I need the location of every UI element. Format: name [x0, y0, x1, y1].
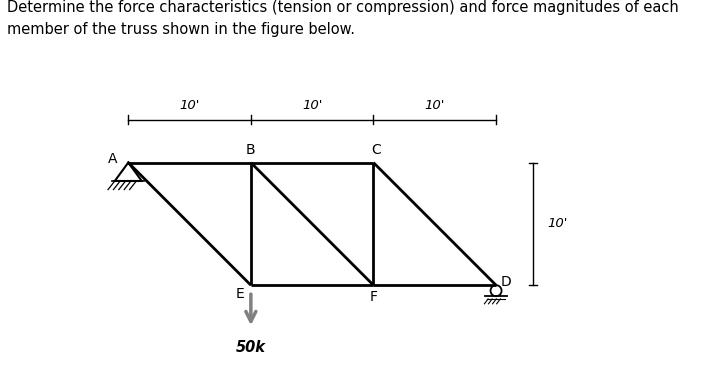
Text: 50k: 50k [236, 340, 266, 355]
Text: Determine the force characteristics (tension or compression) and force magnitude: Determine the force characteristics (ten… [7, 0, 679, 37]
Text: 10': 10' [425, 99, 445, 112]
Text: 10': 10' [180, 99, 200, 112]
Text: D: D [501, 275, 511, 289]
Text: F: F [370, 290, 377, 305]
Text: B: B [246, 143, 256, 157]
Text: A: A [108, 152, 117, 166]
Text: C: C [371, 143, 381, 157]
Text: 10': 10' [302, 99, 322, 112]
Text: 10': 10' [548, 217, 568, 230]
Text: E: E [235, 287, 244, 301]
